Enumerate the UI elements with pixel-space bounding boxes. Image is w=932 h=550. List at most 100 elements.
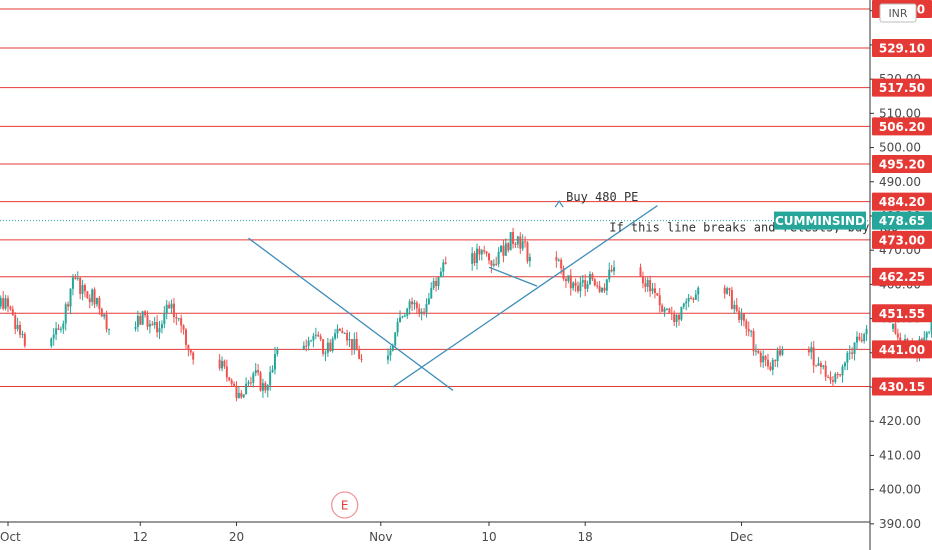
time-tick-label: 20 [229, 530, 244, 544]
candle-body [817, 363, 820, 366]
candle-body [771, 359, 774, 370]
candle-body [495, 263, 498, 265]
candle-body [831, 380, 834, 382]
candle-body [144, 311, 147, 316]
candle-body [815, 365, 818, 367]
candle-body [346, 332, 349, 341]
candle-body [896, 333, 899, 338]
candle-body [151, 324, 154, 326]
candle-body [221, 360, 224, 369]
level-label-bg [872, 304, 932, 323]
candle-body [834, 373, 837, 382]
time-axis[interactable]: Oct 12 20 Nov 10 18 Dec [0, 521, 870, 544]
candle-body [754, 350, 757, 352]
level-label: 441.00 [879, 343, 925, 357]
candle-body [271, 369, 274, 372]
candle-body [697, 287, 700, 295]
candle-body [247, 382, 250, 384]
candle-body [396, 322, 399, 333]
candle-body [757, 350, 760, 353]
candle-body [322, 339, 325, 354]
candle-body [0, 298, 2, 307]
candle-body [687, 297, 690, 302]
candle-body [656, 293, 659, 296]
candle-body [507, 243, 510, 251]
time-tick-label: Nov [369, 530, 392, 544]
level-label-bg [872, 78, 932, 97]
candle-body [512, 232, 515, 244]
candle-body [920, 339, 923, 342]
candle-body [894, 323, 897, 334]
candle-body [427, 298, 430, 305]
candle-body [98, 298, 101, 309]
candle-body [353, 338, 356, 349]
candle-body [266, 385, 269, 391]
candle-body [690, 297, 693, 299]
candle-body [411, 301, 414, 305]
candle-body [485, 251, 488, 254]
candle-body [69, 288, 72, 307]
plot-background [0, 0, 870, 522]
candle-body [509, 232, 512, 251]
candle-body [766, 359, 769, 367]
candle-body [807, 349, 810, 353]
candle-body [608, 269, 611, 280]
candle-body [230, 380, 233, 384]
candle-body [139, 316, 142, 325]
candle-body [269, 371, 272, 386]
candle-body [562, 268, 565, 279]
candle-body [360, 358, 363, 360]
candle-body [928, 331, 931, 333]
candle-body [432, 280, 435, 288]
candle-body [661, 305, 664, 312]
candle-body [16, 324, 19, 330]
price-tick-label: 510.00 [879, 106, 921, 120]
candle-body [483, 250, 486, 252]
candle-body [59, 328, 62, 330]
candle-body [670, 312, 673, 315]
candle-body [79, 278, 82, 294]
candle-body [723, 287, 726, 294]
candle-body [170, 303, 173, 309]
candle-body [560, 259, 563, 269]
candle-body [314, 334, 317, 336]
candle-body [663, 308, 666, 312]
candle-body [644, 283, 647, 287]
candle-body [829, 376, 832, 381]
candle-body [853, 342, 856, 354]
candle-body [863, 334, 866, 342]
candle-body [665, 308, 668, 310]
candle-body [430, 287, 433, 299]
candle-body [473, 253, 476, 264]
candle-body [350, 339, 353, 349]
candle-body [249, 382, 252, 384]
price-tick-label: 500.00 [879, 141, 921, 155]
level-label-bg [872, 267, 932, 286]
candle-body [692, 298, 695, 300]
candle-body [668, 308, 671, 313]
currency-label: INR [888, 7, 907, 20]
candle-body [641, 276, 644, 284]
candle-body [781, 349, 784, 355]
candle-body [923, 337, 926, 342]
candle-body [726, 288, 729, 294]
candle-body [471, 253, 474, 264]
candle-body [7, 298, 9, 307]
candle-body [91, 289, 94, 303]
level-label: 529.10 [879, 41, 925, 55]
symbol-label: CUMMINSIND [775, 214, 865, 228]
candle-body [254, 370, 257, 374]
candle-body [11, 309, 14, 316]
candle-body [240, 392, 243, 398]
candle-body [733, 304, 736, 309]
candle-body [177, 318, 180, 320]
candle-body [233, 383, 236, 387]
level-label-bg [872, 192, 932, 211]
candle-body [824, 365, 827, 377]
level-label-bg [872, 117, 932, 136]
candle-body [348, 339, 351, 341]
candle-body [261, 383, 264, 391]
price-axis[interactable]: 390.00400.00410.00420.00430.00440.00450.… [869, 0, 932, 550]
candle-body [581, 280, 584, 283]
